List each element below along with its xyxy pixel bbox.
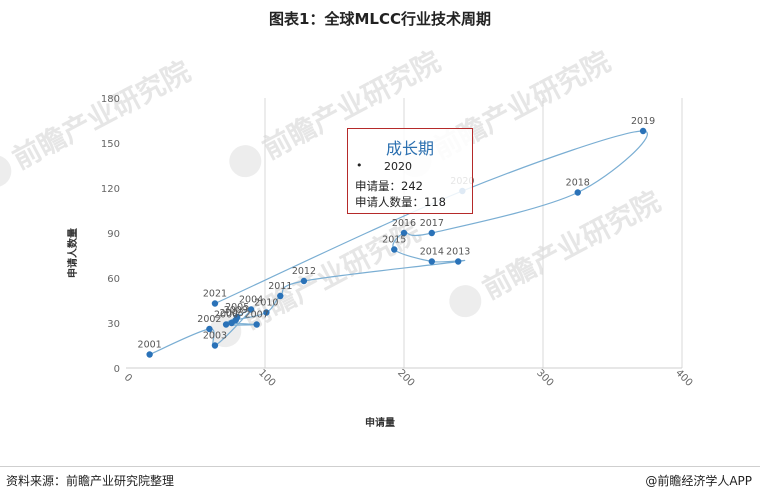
- data-point-2016: [400, 229, 408, 237]
- data-point-2007: [253, 321, 260, 328]
- footer-brand: @前瞻经济学人APP: [645, 474, 752, 488]
- y-tick-label: 0: [114, 364, 120, 375]
- point-label-2016: 2016: [392, 218, 416, 229]
- y-tick-label: 150: [101, 139, 120, 150]
- data-point-2017: [428, 229, 435, 237]
- x-tick-label: 200: [395, 368, 416, 389]
- point-label-2001: 2001: [138, 340, 162, 351]
- point-label-2017: 2017: [420, 218, 444, 229]
- data-point-2012: [300, 277, 308, 285]
- x-tick-label: 0: [122, 372, 134, 384]
- data-point-2018: [574, 189, 581, 196]
- y-tick-label: 30: [107, 319, 120, 330]
- point-label-2011: 2011: [268, 281, 292, 292]
- point-label-2014: 2014: [420, 247, 444, 258]
- data-point-2014: [428, 258, 435, 265]
- tooltip-box: 成长期 • 2020 申请量：242 申请人数量：118: [347, 128, 473, 214]
- point-label-2004: 2004: [239, 295, 263, 306]
- tooltip-applications: 申请量：242: [355, 179, 423, 193]
- data-point-2001: [146, 351, 153, 358]
- tooltip-bullet: •: [356, 159, 363, 172]
- point-label-2012: 2012: [292, 266, 316, 277]
- point-label-2021: 2021: [203, 289, 227, 300]
- point-label-2003: 2003: [203, 331, 227, 342]
- x-tick-label: 100: [256, 368, 277, 389]
- footer-divider: [0, 466, 760, 467]
- x-tick-label: 300: [534, 368, 555, 389]
- point-label-2005: 2005: [225, 302, 249, 313]
- watermark-text: 前瞻产业研究院: [7, 55, 196, 176]
- data-point-2004: [247, 306, 255, 313]
- x-tick-label: 400: [673, 368, 694, 389]
- data-point-2011: [277, 292, 284, 300]
- y-tick-label: 90: [107, 229, 120, 240]
- footer-source: 资料来源：前瞻产业研究院整理: [6, 474, 175, 488]
- point-label-2015: 2015: [382, 235, 406, 246]
- point-label-2010: 2010: [254, 298, 278, 309]
- chart-title: 图表1：全球MLCC行业技术周期: [269, 10, 491, 28]
- y-tick-label: 60: [107, 274, 120, 285]
- x-axis-label: 申请量: [365, 416, 395, 429]
- tooltip-year: 2020: [384, 160, 412, 173]
- data-point-2021: [211, 300, 219, 307]
- watermark-logo-icon: [0, 155, 12, 188]
- point-label-2018: 2018: [566, 178, 590, 189]
- tooltip-title: 成长期: [385, 139, 434, 158]
- point-label-2009: 2009: [224, 305, 248, 316]
- tooltip-applicants: 申请人数量：118: [355, 195, 446, 209]
- y-tick-label: 180: [101, 94, 120, 105]
- watermark-logo-icon: [229, 145, 262, 178]
- series-path: [149, 130, 648, 356]
- data-point-2015: [391, 246, 398, 253]
- y-axis-label: 申请人数量: [66, 228, 79, 278]
- watermark-text: 前瞻产业研究院: [477, 185, 666, 306]
- data-point-2009: [232, 316, 240, 324]
- point-label-2013: 2013: [446, 247, 470, 258]
- data-point-2003: [211, 342, 219, 349]
- y-tick-label: 120: [101, 184, 120, 195]
- data-point-2006: [222, 321, 230, 328]
- data-point-2002: [206, 325, 213, 333]
- point-label-2008: 2008: [220, 308, 244, 319]
- point-label-2007: 2007: [245, 310, 269, 321]
- point-label-2019: 2019: [631, 116, 655, 127]
- data-point-2019: [639, 127, 647, 135]
- point-label-2002: 2002: [197, 314, 221, 325]
- data-point-2010: [263, 309, 270, 316]
- watermark: 前瞻产业研究院: [449, 185, 666, 318]
- watermark-logo-icon: [449, 285, 482, 318]
- data-point-2013: [455, 258, 462, 265]
- point-label-2006: 2006: [214, 310, 238, 321]
- watermark: 前瞻产业研究院: [0, 55, 196, 188]
- trajectory-line: [149, 130, 648, 356]
